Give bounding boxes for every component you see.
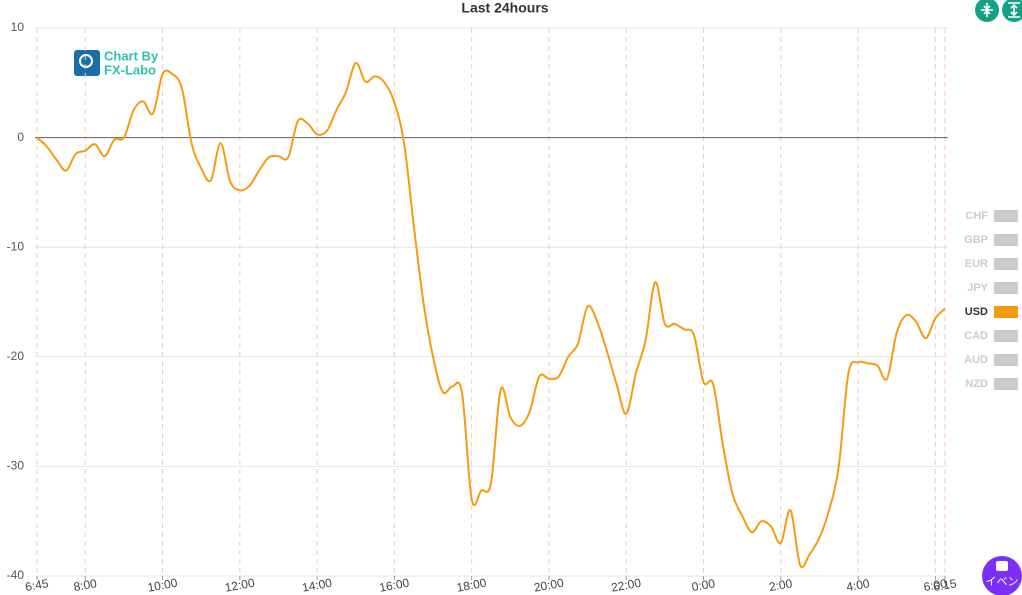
legend: CHF GBP EUR JPY USD CAD AUD NZD <box>964 210 1018 390</box>
x-tick-label: 6:15 <box>932 576 958 594</box>
x-tick-label: 2:00 <box>768 576 794 594</box>
expand-icon <box>1008 2 1020 18</box>
legend-label[interactable]: NZD <box>965 378 988 390</box>
event-button-bg[interactable] <box>982 556 1022 595</box>
legend-label[interactable]: CAD <box>964 330 988 342</box>
chart-title: Last 24hours <box>461 0 548 16</box>
x-tick-label: 22:00 <box>610 576 642 595</box>
legend-label[interactable]: JPY <box>967 282 988 294</box>
plot <box>35 27 948 580</box>
watermark: Chart By FX-Labo <box>74 48 159 77</box>
legend-label[interactable]: EUR <box>965 258 988 270</box>
x-tick-label: 8:00 <box>72 576 98 594</box>
x-tick-label: 10:00 <box>146 576 178 595</box>
y-tick-label: -40 <box>7 568 25 582</box>
watermark-icon <box>74 50 100 76</box>
watermark-text: Chart By <box>104 48 159 63</box>
legend-swatch[interactable] <box>994 330 1018 342</box>
legend-label[interactable]: CHF <box>965 210 988 222</box>
legend-swatch[interactable] <box>994 210 1018 222</box>
legend-label[interactable]: GBP <box>964 234 988 246</box>
legend-swatch[interactable] <box>994 234 1018 246</box>
collapse-icon <box>981 3 993 17</box>
y-tick-label: -30 <box>7 459 25 473</box>
x-tick-label: 20:00 <box>533 576 565 595</box>
watermark-icon <box>79 54 93 68</box>
x-tick-label: 6:00 <box>922 576 948 594</box>
y-tick-label: -10 <box>7 239 25 253</box>
x-tick-label: 16:00 <box>378 576 410 595</box>
x-tick-label: 4:00 <box>845 576 871 594</box>
y-tick-label: -20 <box>7 349 25 363</box>
x-tick-label: 6:45 <box>24 576 50 594</box>
event-icon <box>996 561 1008 571</box>
line-series <box>36 62 946 569</box>
y-tick-label: 0 <box>17 130 24 144</box>
legend-swatch[interactable] <box>994 354 1018 366</box>
event-button-label[interactable]: イベン <box>986 576 1019 588</box>
x-tick-label: 14:00 <box>301 576 333 595</box>
x-tick-label: 0:00 <box>691 576 717 594</box>
legend-label[interactable]: AUD <box>964 354 988 366</box>
y-tick-label: 10 <box>11 20 25 34</box>
event-button[interactable]: イベン <box>982 556 1022 595</box>
legend-swatch[interactable] <box>994 306 1018 318</box>
toolbar <box>975 0 1022 22</box>
legend-swatch[interactable] <box>994 282 1018 294</box>
legend-swatch[interactable] <box>994 378 1018 390</box>
watermark-text: FX-Labo <box>104 62 156 77</box>
x-tick-label: 18:00 <box>456 576 488 595</box>
x-tick-label: 12:00 <box>224 576 256 595</box>
legend-label[interactable]: USD <box>965 306 988 318</box>
legend-swatch[interactable] <box>994 258 1018 270</box>
